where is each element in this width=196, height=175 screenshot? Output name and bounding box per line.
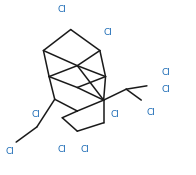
Text: Cl: Cl — [6, 147, 15, 156]
Text: Cl: Cl — [58, 145, 67, 154]
Text: Cl: Cl — [58, 5, 67, 14]
Text: Cl: Cl — [110, 110, 119, 119]
Text: Cl: Cl — [80, 145, 89, 154]
Text: Cl: Cl — [162, 85, 171, 94]
Text: Cl: Cl — [147, 108, 156, 117]
Text: Cl: Cl — [162, 68, 171, 77]
Text: Cl: Cl — [104, 28, 113, 37]
Text: Cl: Cl — [32, 110, 41, 119]
